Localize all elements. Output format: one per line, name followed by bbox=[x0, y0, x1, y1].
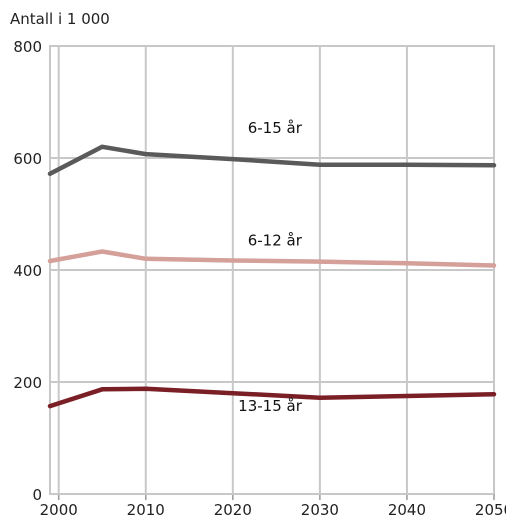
y-tick-label: 600 bbox=[13, 150, 42, 168]
series-label-0: 6-15 år bbox=[248, 119, 303, 137]
x-tick-label: 2040 bbox=[388, 501, 426, 517]
y-tick-label: 0 bbox=[32, 486, 42, 504]
series-label-2: 13-15 år bbox=[238, 397, 303, 415]
y-tick-label: 400 bbox=[13, 262, 42, 280]
x-tick-label: 2030 bbox=[301, 501, 339, 517]
x-tick-label: 2020 bbox=[214, 501, 252, 517]
series-labels: 6-15 år 6-12 år 13-15 år bbox=[238, 119, 303, 415]
series-line-0 bbox=[47, 144, 497, 176]
gridlines bbox=[49, 45, 495, 500]
series-line-1 bbox=[47, 249, 497, 268]
x-tick-label: 2010 bbox=[127, 501, 165, 517]
series-line-2 bbox=[47, 386, 497, 409]
y-axis-title: Antall i 1 000 bbox=[10, 10, 110, 28]
series-label-1: 6-12 år bbox=[248, 231, 303, 249]
y-tick-label: 800 bbox=[13, 38, 42, 56]
x-tick-label: 2000 bbox=[40, 501, 78, 517]
y-tick-label: 200 bbox=[13, 374, 42, 392]
series-lines bbox=[47, 144, 497, 409]
